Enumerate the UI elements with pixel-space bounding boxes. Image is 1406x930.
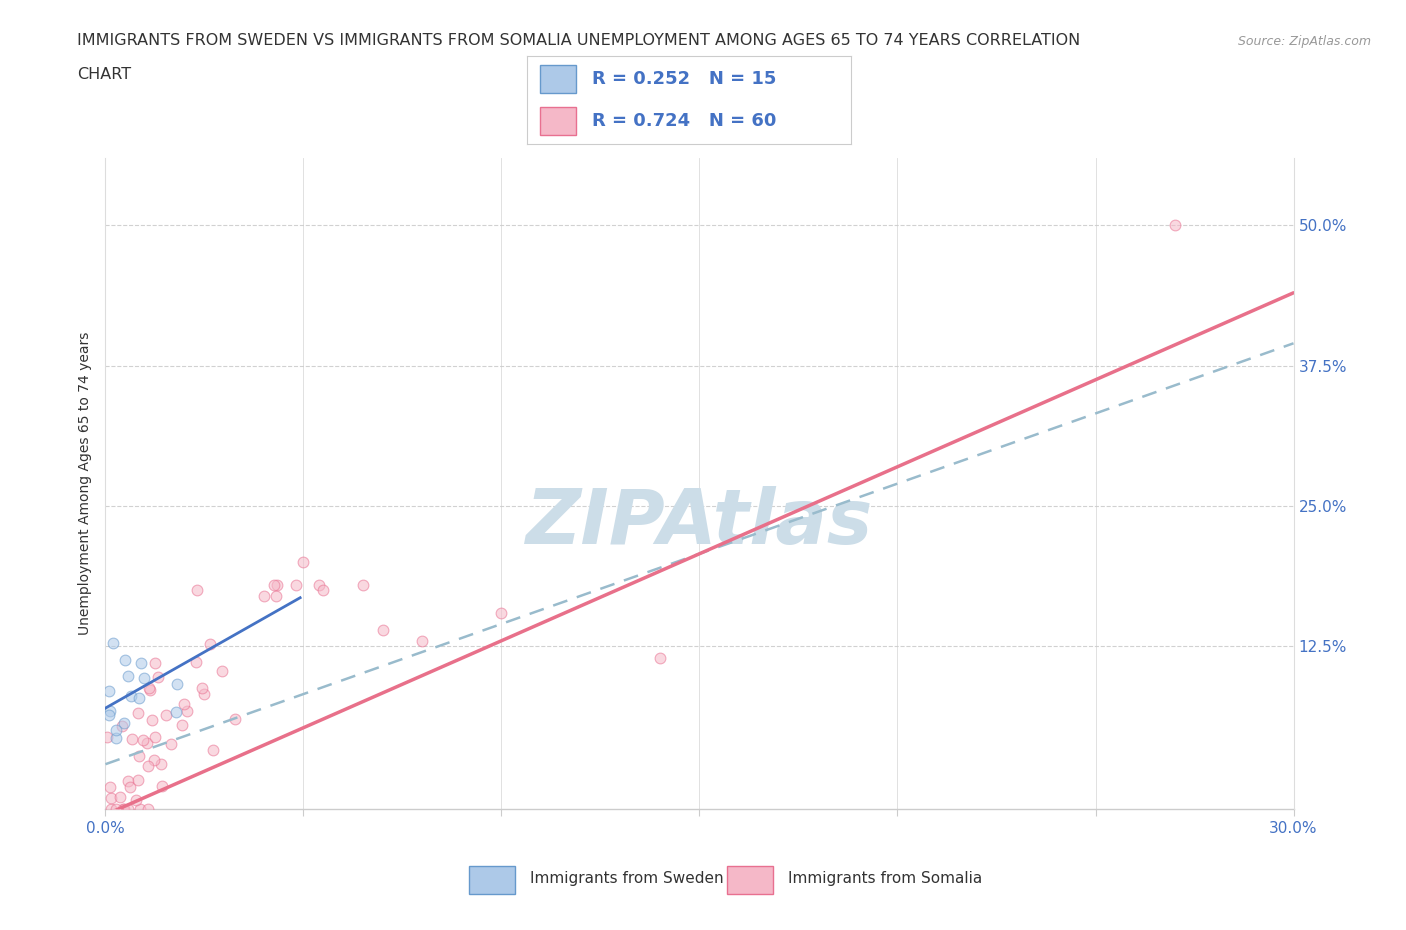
Point (312, 583, 335, 598)
Point (176, 704, 198, 719)
Bar (540, 65, 576, 93)
Point (108, 790, 131, 804)
Point (138, 759, 160, 774)
Point (98, 703, 121, 718)
Point (114, 653, 136, 668)
Point (104, 723, 127, 737)
Text: Immigrants from Somalia: Immigrants from Somalia (787, 870, 983, 886)
Y-axis label: Unemployment Among Ages 65 to 74 years: Unemployment Among Ages 65 to 74 years (77, 332, 91, 635)
Point (127, 706, 149, 721)
Point (263, 578, 285, 592)
Point (191, 681, 214, 696)
Point (138, 680, 160, 695)
Point (173, 696, 195, 711)
Point (100, 790, 122, 805)
Point (128, 802, 150, 817)
Text: R = 0.724   N = 60: R = 0.724 N = 60 (592, 113, 776, 130)
Point (186, 582, 208, 597)
Point (134, 671, 156, 685)
Text: CHART: CHART (77, 67, 131, 82)
Point (132, 732, 155, 747)
Text: ZIPAtlas: ZIPAtlas (526, 485, 873, 560)
Point (101, 635, 124, 650)
Text: Source: ZipAtlas.com: Source: ZipAtlas.com (1237, 35, 1371, 48)
Point (202, 742, 225, 757)
Point (118, 780, 141, 795)
Point (128, 690, 150, 705)
Point (128, 749, 150, 764)
Point (143, 730, 166, 745)
Bar (727, 866, 773, 894)
Point (100, 802, 122, 817)
Point (96, 730, 118, 745)
Point (253, 589, 276, 604)
Point (105, 730, 128, 745)
Point (143, 655, 166, 670)
Point (142, 752, 165, 767)
Point (285, 578, 308, 592)
Point (308, 578, 330, 592)
Point (117, 802, 139, 817)
Text: IMMIGRANTS FROM SWEDEN VS IMMIGRANTS FROM SOMALIA UNEMPLOYMENT AMONG AGES 65 TO : IMMIGRANTS FROM SWEDEN VS IMMIGRANTS FRO… (77, 33, 1081, 47)
Point (111, 719, 134, 734)
Point (139, 683, 162, 698)
Point (224, 711, 246, 726)
Point (292, 554, 315, 569)
Point (211, 664, 233, 679)
Point (98, 779, 121, 794)
Point (149, 757, 172, 772)
Point (371, 622, 394, 637)
Point (98, 684, 121, 698)
Point (141, 712, 163, 727)
Point (135, 736, 157, 751)
Point (150, 778, 173, 793)
Point (127, 773, 149, 788)
Point (1164, 218, 1187, 232)
Point (129, 656, 152, 671)
Point (112, 715, 135, 730)
Point (411, 633, 433, 648)
Point (491, 605, 513, 620)
Point (184, 655, 207, 670)
Point (166, 677, 188, 692)
Point (138, 802, 160, 817)
Point (125, 793, 148, 808)
Point (112, 802, 135, 817)
Point (648, 650, 671, 665)
Point (165, 705, 187, 720)
Point (120, 688, 142, 703)
Point (155, 707, 177, 722)
Point (111, 802, 134, 817)
Text: Immigrants from Sweden: Immigrants from Sweden (530, 870, 724, 886)
Point (98, 708, 121, 723)
Point (193, 686, 215, 701)
Bar (540, 107, 576, 136)
Point (117, 669, 139, 684)
Point (352, 578, 374, 592)
Bar (470, 866, 515, 894)
Point (170, 718, 193, 733)
Text: R = 0.252   N = 15: R = 0.252 N = 15 (592, 70, 776, 87)
Point (148, 670, 170, 684)
Point (198, 637, 221, 652)
Point (266, 589, 288, 604)
Point (121, 732, 143, 747)
Point (160, 737, 183, 751)
Point (104, 802, 127, 817)
Point (266, 578, 288, 592)
Point (117, 774, 139, 789)
